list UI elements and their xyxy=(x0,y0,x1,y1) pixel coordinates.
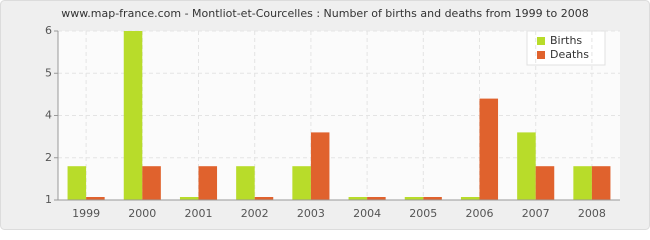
x-tick-label: 2006 xyxy=(466,207,494,220)
x-tick-label: 2003 xyxy=(297,207,325,220)
legend-swatch xyxy=(537,51,545,59)
bar xyxy=(591,166,611,200)
x-tick-label: 2000 xyxy=(128,207,156,220)
legend-swatch xyxy=(537,37,545,45)
x-tick-label: 2008 xyxy=(578,207,606,220)
legend-label: Births xyxy=(550,34,582,47)
bar xyxy=(460,197,480,200)
bar xyxy=(179,197,199,200)
y-tick-label: 1 xyxy=(45,193,52,206)
bar xyxy=(198,166,218,200)
y-tick-label: 5 xyxy=(45,66,52,79)
y-tick-label: 6 xyxy=(45,24,52,37)
x-tick-label: 2004 xyxy=(353,207,381,220)
x-tick-label: 2005 xyxy=(409,207,437,220)
bar xyxy=(292,166,311,200)
x-tick-label: 1999 xyxy=(72,207,100,220)
bar xyxy=(123,31,143,200)
bar xyxy=(535,166,555,200)
legend-label: Deaths xyxy=(550,48,589,61)
bar xyxy=(479,98,499,200)
chart-title: www.map-france.com - Montliot-et-Courcel… xyxy=(61,7,588,20)
y-tick-label: 2 xyxy=(45,151,52,164)
bar xyxy=(254,197,274,200)
x-tick-label: 2002 xyxy=(241,207,269,220)
x-tick-label: 2001 xyxy=(185,207,213,220)
bar xyxy=(348,197,368,200)
bar xyxy=(573,166,592,200)
bar xyxy=(310,132,330,200)
bar xyxy=(236,166,255,200)
bar xyxy=(423,197,442,200)
bar xyxy=(404,197,424,200)
chart: www.map-france.com - Montliot-et-Courcel… xyxy=(0,0,650,230)
bar xyxy=(86,197,105,200)
x-tick-label: 2007 xyxy=(522,207,550,220)
bar xyxy=(142,166,161,200)
bar xyxy=(517,132,536,200)
y-tick-label: 4 xyxy=(45,109,52,122)
bar xyxy=(367,197,386,200)
bar xyxy=(67,166,87,200)
